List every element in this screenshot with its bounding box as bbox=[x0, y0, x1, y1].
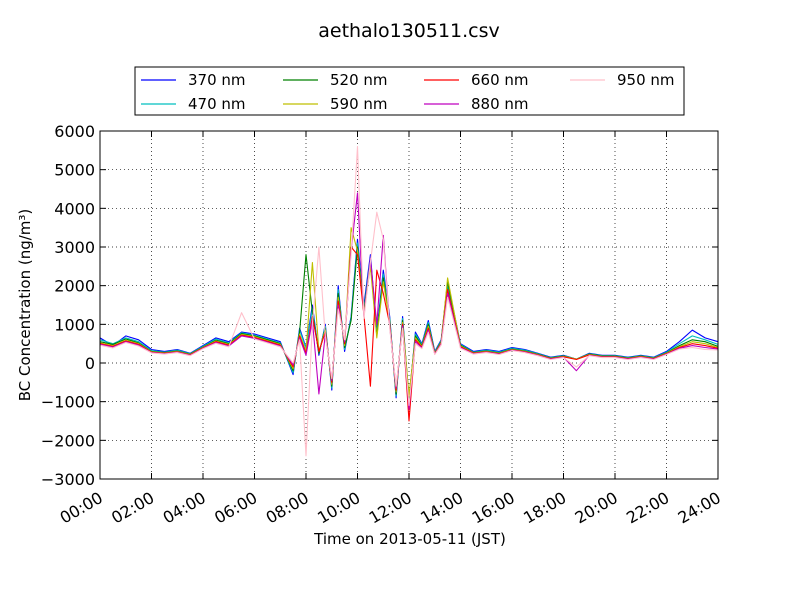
y-axis-label: BC Concentration (ng/m³) bbox=[16, 209, 34, 402]
series-layer bbox=[99, 145, 719, 457]
legend-label: 470 nm bbox=[188, 95, 246, 113]
legend-frame bbox=[134, 66, 685, 116]
legend-label: 370 nm bbox=[188, 71, 246, 89]
x-tick-label: 06:00 bbox=[211, 488, 260, 528]
y-tick-label: 5000 bbox=[54, 161, 95, 180]
legend: 370 nm 470 nm 520 nm 590 nm 660 nm 880 nm 950 … bbox=[134, 66, 685, 116]
x-tick-label: 12:00 bbox=[366, 488, 415, 528]
chart-title: aethalo130511.csv bbox=[318, 20, 500, 42]
x-tick-label: 20:00 bbox=[572, 488, 621, 528]
legend-label: 880 nm bbox=[471, 95, 529, 113]
legend-item: 950 nm bbox=[570, 71, 675, 89]
y-tick-label: 4000 bbox=[54, 199, 95, 218]
y-tick-label: −2000 bbox=[41, 431, 95, 450]
x-axis-label: Time on 2013-05-11 (JST) bbox=[313, 530, 506, 548]
y-tick-label: 2000 bbox=[54, 277, 95, 296]
legend-item: 660 nm bbox=[424, 71, 529, 89]
y-tick-label: 1000 bbox=[54, 315, 95, 334]
y-tick-label: 0 bbox=[85, 354, 95, 373]
legend-label: 590 nm bbox=[330, 95, 388, 113]
y-tick-label: 6000 bbox=[54, 122, 95, 141]
legend-item: 370 nm bbox=[141, 71, 246, 89]
x-tick-label: 08:00 bbox=[263, 488, 312, 528]
legend-item: 590 nm bbox=[283, 95, 388, 113]
x-tick-label: 14:00 bbox=[417, 488, 466, 528]
legend-label: 660 nm bbox=[471, 71, 529, 89]
x-tick-label: 18:00 bbox=[520, 488, 569, 528]
x-tick-label: 10:00 bbox=[314, 488, 363, 528]
legend-item: 520 nm bbox=[283, 71, 388, 89]
x-tick-label: 04:00 bbox=[160, 488, 209, 528]
legend-label: 950 nm bbox=[617, 71, 675, 89]
series-line-950-nm bbox=[99, 145, 719, 457]
y-tick-label: −1000 bbox=[41, 393, 95, 412]
x-tick-label: 16:00 bbox=[469, 488, 518, 528]
legend-label: 520 nm bbox=[330, 71, 388, 89]
x-tick-label: 22:00 bbox=[623, 488, 672, 528]
y-tick-label: 3000 bbox=[54, 238, 95, 257]
x-tick-label: 00:00 bbox=[57, 488, 106, 528]
y-tick-label: −3000 bbox=[41, 470, 95, 489]
legend-item: 880 nm bbox=[424, 95, 529, 113]
x-tick-label: 24:00 bbox=[675, 488, 724, 528]
x-tick-label: 02:00 bbox=[108, 488, 157, 528]
legend-item: 470 nm bbox=[141, 95, 246, 113]
